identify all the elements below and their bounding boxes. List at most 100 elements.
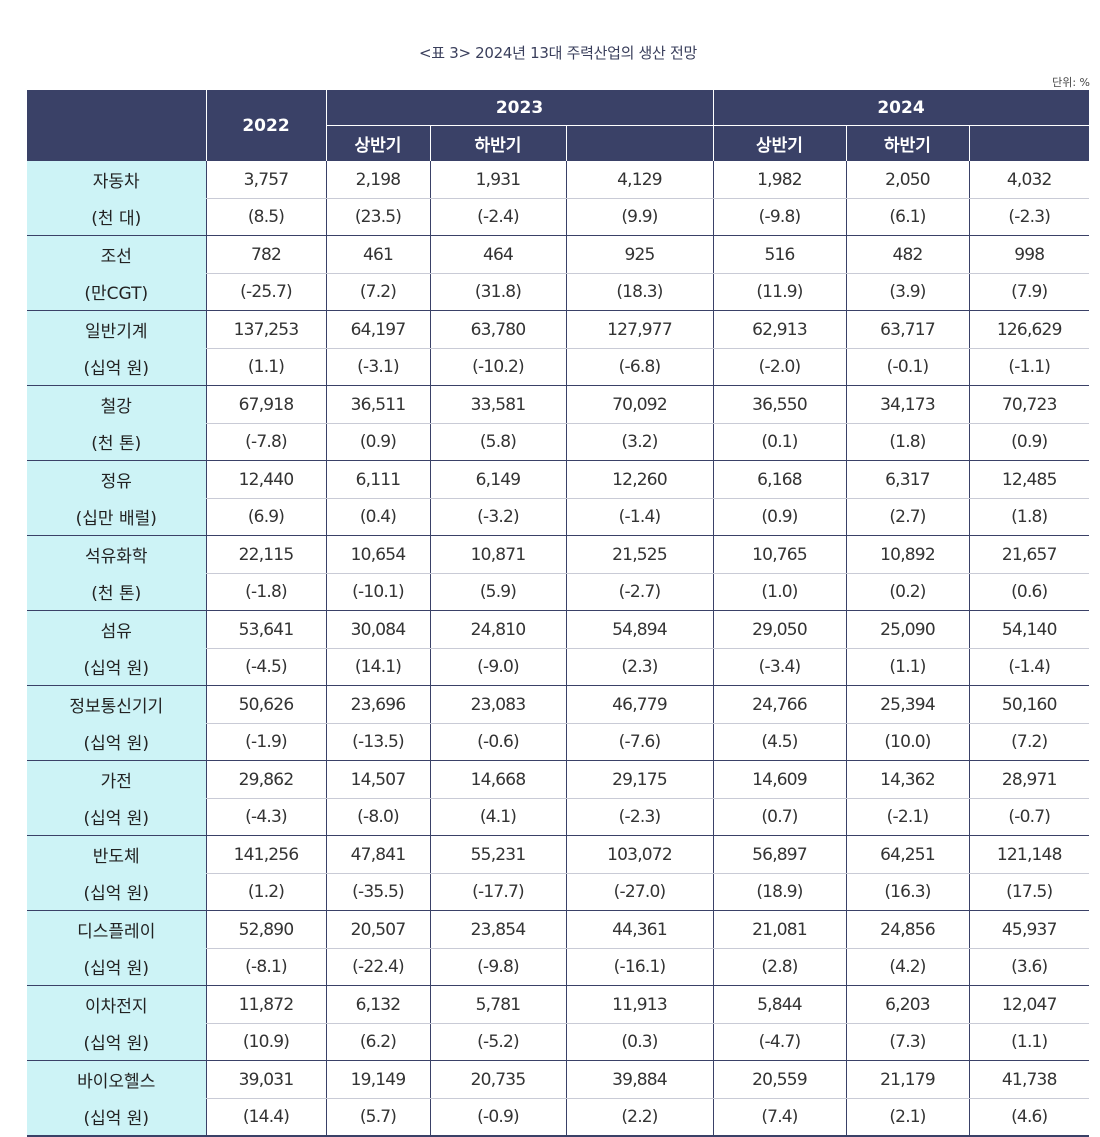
production-value: 63,780 — [429, 310, 566, 349]
production-value: 23,854 — [429, 910, 566, 949]
growth-rate: (0.9) — [712, 498, 846, 536]
production-value: 998 — [968, 235, 1089, 274]
growth-rate: (3.6) — [968, 948, 1089, 986]
table-row: (십억 원) (1.1) (-3.1) (-10.2) (-6.8) (-2.0) (-0.… — [27, 348, 1089, 386]
production-value: 36,550 — [712, 385, 846, 424]
production-value: 127,977 — [565, 310, 713, 349]
growth-rate: (0.9) — [325, 423, 430, 461]
growth-rate: (10.9) — [205, 1023, 326, 1061]
growth-rate: (-1.1) — [968, 348, 1089, 386]
growth-rate: (-8.0) — [325, 798, 430, 836]
growth-rate: (5.8) — [429, 423, 566, 461]
growth-rate: (17.5) — [968, 873, 1089, 911]
table-row: (천 톤) (-1.8) (-10.1) (5.9) (-2.7) (1.0) (0.2)(… — [27, 573, 1089, 611]
production-value: 62,913 — [712, 310, 846, 349]
industry-unit: (십억 원) — [27, 1023, 206, 1061]
production-value: 21,657 — [968, 535, 1089, 574]
production-value: 126,629 — [968, 310, 1089, 349]
production-value: 464 — [429, 235, 566, 274]
production-value: 10,765 — [712, 535, 846, 574]
industry-name: 바이오헬스 — [27, 1060, 206, 1099]
production-value: 23,083 — [429, 685, 566, 724]
growth-rate: (-9.0) — [429, 648, 566, 686]
growth-rate: (-9.8) — [429, 948, 566, 986]
growth-rate: (23.5) — [325, 198, 430, 236]
growth-rate: (-0.6) — [429, 723, 566, 761]
industry-name: 정유 — [27, 460, 206, 499]
table-row: 디스플레이 52,890 20,507 23,854 44,361 21,081 24,85… — [27, 910, 1089, 949]
growth-rate: (-0.7) — [968, 798, 1089, 836]
growth-rate: (7.9) — [968, 273, 1089, 311]
growth-rate: (0.9) — [968, 423, 1089, 461]
production-value: 70,092 — [565, 385, 713, 424]
production-value: 1,931 — [429, 161, 566, 199]
production-value: 24,766 — [712, 685, 846, 724]
growth-rate: (3.9) — [845, 273, 969, 311]
growth-rate: (5.9) — [429, 573, 566, 611]
header-2024: 2024 — [712, 90, 1090, 126]
growth-rate: (18.9) — [712, 873, 846, 911]
production-value: 52,890 — [205, 910, 326, 949]
production-value: 20,559 — [712, 1060, 846, 1099]
table-row: (십억 원) (14.4) (5.7) (-0.9) (2.2) (7.4) (2.1) (4… — [27, 1098, 1089, 1137]
production-value: 24,810 — [429, 610, 566, 649]
production-value: 28,971 — [968, 760, 1089, 799]
growth-rate: (-9.8) — [712, 198, 846, 236]
growth-rate: (-7.6) — [565, 723, 713, 761]
growth-rate: (-7.8) — [205, 423, 326, 461]
header-2022: 2022 — [205, 90, 327, 161]
production-value: 11,913 — [565, 985, 713, 1024]
growth-rate: (14.4) — [205, 1098, 326, 1137]
growth-rate: (-16.1) — [565, 948, 713, 986]
production-value: 1,982 — [712, 161, 846, 199]
growth-rate: (1.8) — [968, 498, 1089, 536]
production-value: 6,132 — [325, 985, 430, 1024]
industry-name: 가전 — [27, 760, 206, 799]
table-row: 일반기계 137,253 64,197 63,780 127,977 62,913 63,7… — [27, 310, 1089, 349]
growth-rate: (-2.7) — [565, 573, 713, 611]
table-row: 정보통신기기 50,626 23,696 23,083 46,779 24,766 25,3… — [27, 685, 1089, 724]
growth-rate: (11.9) — [712, 273, 846, 311]
growth-rate: (-10.1) — [325, 573, 430, 611]
growth-rate: (-3.2) — [429, 498, 566, 536]
production-value: 24,856 — [845, 910, 969, 949]
growth-rate: (-13.5) — [325, 723, 430, 761]
growth-rate: (-6.8) — [565, 348, 713, 386]
production-value: 6,149 — [429, 460, 566, 499]
industry-unit: (십억 원) — [27, 948, 206, 986]
growth-rate: (0.4) — [325, 498, 430, 536]
growth-rate: (16.3) — [845, 873, 969, 911]
growth-rate: (2.8) — [712, 948, 846, 986]
production-value: 19,149 — [325, 1060, 430, 1099]
table-row: 조선 782 461 464 925 516 482 998 — [27, 235, 1089, 274]
industry-unit: (십억 원) — [27, 648, 206, 686]
production-value: 50,626 — [205, 685, 326, 724]
growth-rate: (1.0) — [712, 573, 846, 611]
growth-rate: (-27.0) — [565, 873, 713, 911]
growth-rate: (8.5) — [205, 198, 326, 236]
industry-name: 섬유 — [27, 610, 206, 649]
growth-rate: (9.9) — [565, 198, 713, 236]
growth-rate: (4.5) — [712, 723, 846, 761]
growth-rate: (-2.3) — [968, 198, 1089, 236]
table-row: (만CGT) (-25.7) (7.2) (31.8) (18.3) (11.9) (3.9… — [27, 273, 1089, 311]
production-value: 56,897 — [712, 835, 846, 874]
production-value: 25,090 — [845, 610, 969, 649]
production-value: 4,032 — [968, 161, 1089, 199]
production-value: 3,757 — [205, 161, 326, 199]
production-value: 54,140 — [968, 610, 1089, 649]
industry-unit: (십억 원) — [27, 873, 206, 911]
table-row: (십억 원) (-4.5) (14.1) (-9.0) (2.3) (-3.4) (1.1)… — [27, 648, 1089, 686]
growth-rate: (7.2) — [968, 723, 1089, 761]
growth-rate: (-10.2) — [429, 348, 566, 386]
production-value: 14,609 — [712, 760, 846, 799]
industry-name: 자동차 — [27, 161, 206, 199]
table-row: 자동차 3,757 2,198 1,931 4,129 1,982 2,050 4,032 — [27, 161, 1089, 199]
production-value: 6,111 — [325, 460, 430, 499]
production-value: 54,894 — [565, 610, 713, 649]
growth-rate: (0.6) — [968, 573, 1089, 611]
growth-rate: (-1.9) — [205, 723, 326, 761]
production-value: 67,918 — [205, 385, 326, 424]
production-value: 10,892 — [845, 535, 969, 574]
table-row: 섬유 53,641 30,084 24,810 54,894 29,050 25,090 54… — [27, 610, 1089, 649]
